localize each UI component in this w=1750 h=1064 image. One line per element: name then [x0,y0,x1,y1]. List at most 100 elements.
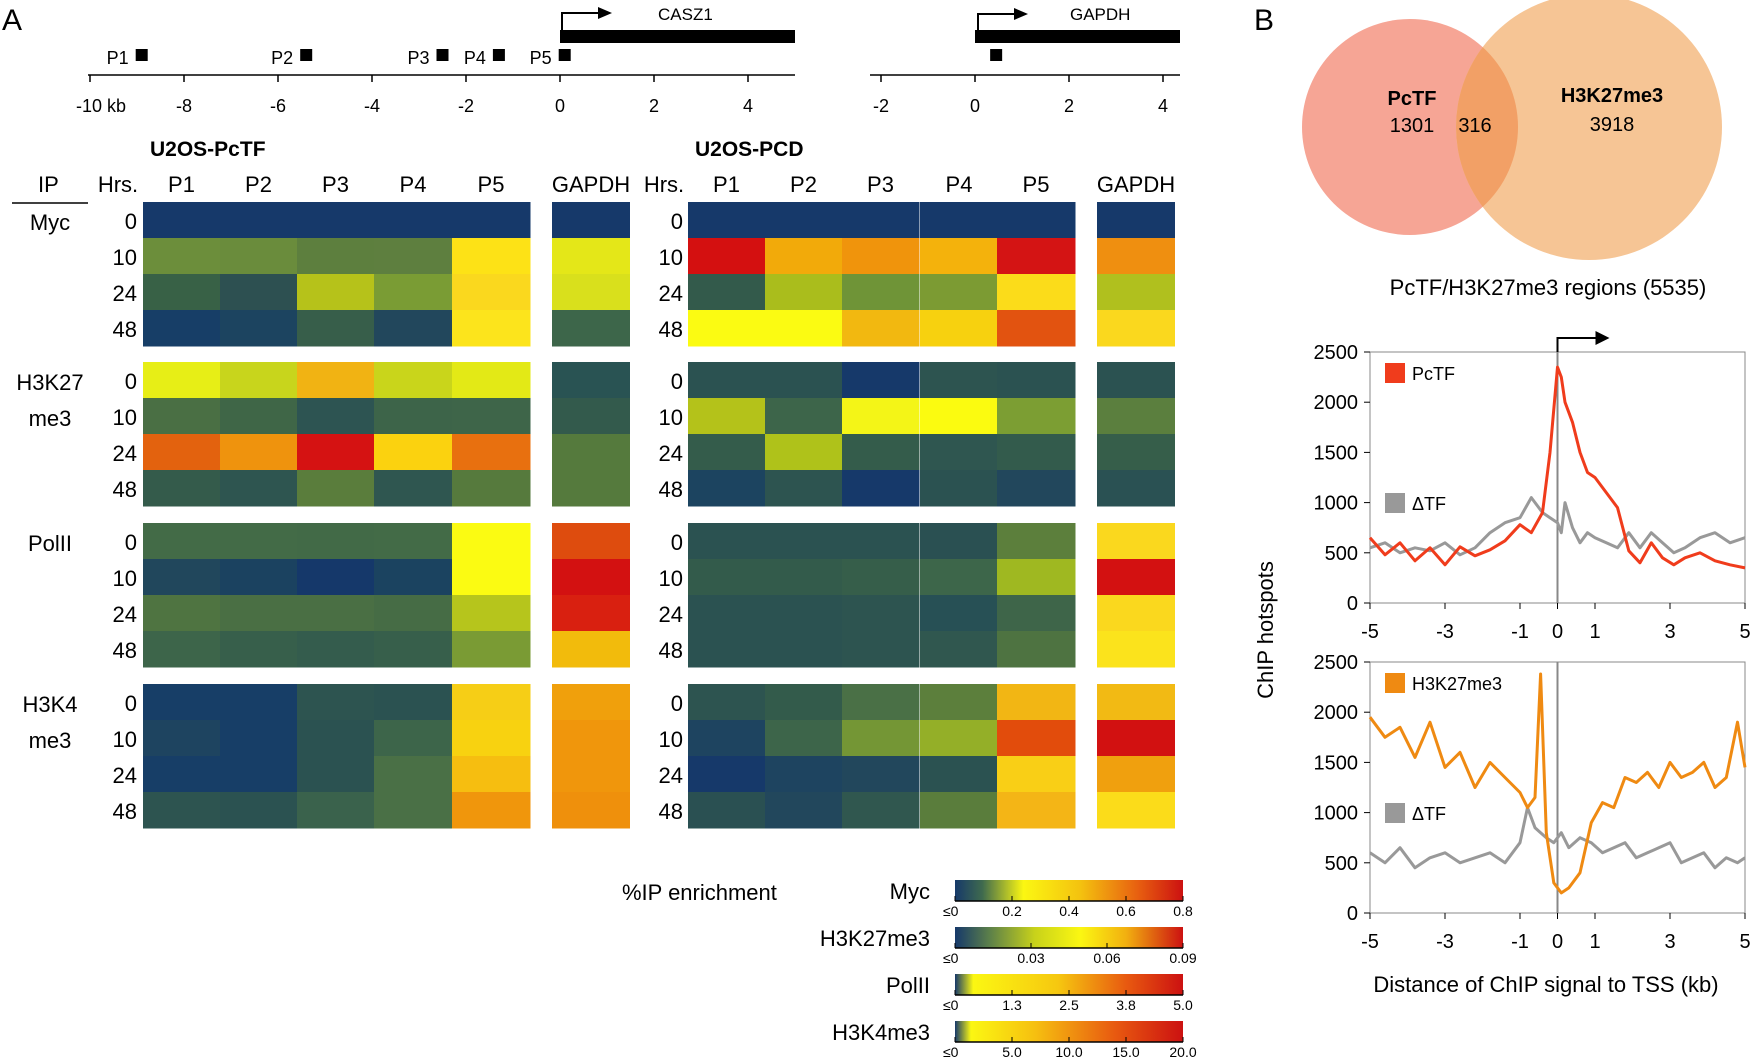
heatmap-cell-pctf [452,434,531,471]
series-line-primary [1368,365,1746,570]
gapdh-tick-label: -2 [873,96,889,116]
heatmap-cell-pcd [688,202,766,239]
heatmap-cell-pctf [143,720,221,757]
heatmap-cell-pcd [688,310,766,347]
heatmap-cell-pcd [997,559,1076,596]
venn-overlap-count: 316 [1458,115,1491,137]
heatmap-cell-pctf [297,310,375,347]
heatmap-cell-pcd [997,434,1076,471]
heatmap-cell-pcd-gapdh [1097,631,1175,668]
ip-label: H3K4 [22,692,77,717]
hour-label: 48 [659,638,683,663]
heatmap-cell-pcd [765,631,843,668]
venn-left-count: 1301 [1390,115,1435,137]
gapdh-gene-body [975,30,1180,43]
venn-left-name: PcTF [1388,88,1437,110]
series-line-primary [1368,672,1747,895]
legend-tick-label: 5.0 [1173,997,1193,1013]
heatmap-cell-pctf [374,720,453,757]
heatmap-cell-pctf-gapdh [552,470,630,507]
ip-column-header: IP [38,172,59,197]
legend-tick-label: ≤0 [943,950,959,966]
heatmap-cell-pctf [220,631,298,668]
hour-label: 48 [113,317,137,342]
x-tick-label: 3 [1664,931,1675,953]
heatmap-cell-pctf [374,274,453,311]
y-tick-label: 500 [1325,543,1358,565]
heatmap-cell-pcd [997,238,1076,275]
heatmap-cell-pctf [297,362,375,399]
heatmap-cell-pcd [842,238,920,275]
primer-marker-p3 [436,49,449,61]
x-tick-label: -5 [1361,931,1379,953]
series-line-dtf [1369,496,1746,557]
primer-marker-p4 [492,49,505,61]
hour-label: 48 [659,477,683,502]
heatmap-cell-pctf [297,434,375,471]
heatmap-cell-pctf [374,595,453,632]
legend-tick-label: 0.4 [1059,903,1079,919]
hour-label: 24 [113,602,137,627]
casz1-tick-label: 2 [649,96,659,116]
series-legend-label: PcTF [1412,364,1455,384]
heatmap-cell-pctf [297,238,375,275]
legend-tick-label: ≤0 [943,1044,959,1060]
heatmap-cell-pcd [997,684,1076,721]
primer-marker-gapdh [990,49,1003,61]
heatmap-cell-pcd [765,238,843,275]
primer-label: P2 [271,48,293,68]
heatmap-group-1: H3K27 me3 0 0 10 10 24 24 48 48 [16,362,1175,507]
heatmap-cell-pcd [688,631,766,668]
legend-tick-label: 2.5 [1059,997,1079,1013]
legend-tick-label: 0.8 [1173,903,1193,919]
casz1-tss-arrow [561,12,600,30]
heatmap-cell-pcd [920,756,999,793]
heatmap-cell-pcd [688,559,766,596]
heatmap-cell-pcd-gapdh [1097,398,1175,435]
hour-label: 0 [125,369,137,394]
heatmap-cell-pctf [452,720,531,757]
heatmap-cell-pcd [688,238,766,275]
hour-label: 10 [113,566,137,591]
hour-label: 0 [671,369,683,394]
heatmap-cell-pctf [452,559,531,596]
hour-label: 24 [659,441,683,466]
heatmap-cell-pcd [688,274,766,311]
heatmap-cell-pcd [765,559,843,596]
pctf-col-header: P5 [478,172,505,197]
venn-right-count: 3918 [1590,114,1635,136]
legend-swatch [1385,363,1405,383]
hour-label: 48 [659,799,683,824]
heatmap-cell-pctf-gapdh [552,792,630,829]
heatmap-cell-pcd-gapdh [1097,595,1175,632]
heatmap-cell-pcd [842,756,920,793]
primer-markers: P1 P2 P3 P4 P5 [107,48,1003,68]
heatmap-cell-pcd [842,595,920,632]
legend-color-bar [955,880,1183,901]
heatmap-cell-pcd [842,434,920,471]
venn-right-name: H3K27me3 [1561,85,1663,107]
hrs-header-pcd: Hrs. [644,172,684,197]
casz1-tick-label: 4 [743,96,753,116]
heatmap-cell-pctf [220,274,298,311]
heatmap-cell-pcd [765,434,843,471]
heatmap-cell-pctf [220,470,298,507]
pcd-col-header: P1 [713,172,740,197]
heatmap-cell-pcd [842,720,920,757]
heatmap-cell-pcd [765,756,843,793]
chart-0: 0 500 1000 1500 2000 2500 -5 -3 -1 0 1 3 5 PcTF ΔTF [1314,331,1750,643]
heatmap-cell-pcd [688,523,766,560]
hour-label: 0 [125,530,137,555]
legend-tick-label: 3.8 [1116,997,1136,1013]
legend-tick-label: 0.06 [1093,950,1120,966]
x-tick-label: -1 [1511,621,1529,643]
heatmap-cell-pcd [688,792,766,829]
heatmap-cell-pctf-gapdh [552,274,630,311]
series-legend-label: H3K27me3 [1412,674,1502,694]
heatmap-cell-pctf [220,310,298,347]
primer-marker-p1 [135,49,148,61]
heatmap-cell-pcd [842,362,920,399]
casz1-ticks: -10 kb -8 -6 -4 -2 0 2 4 [76,75,753,116]
heatmap-cell-pcd [920,398,999,435]
heatmap-cell-pcd [997,362,1076,399]
